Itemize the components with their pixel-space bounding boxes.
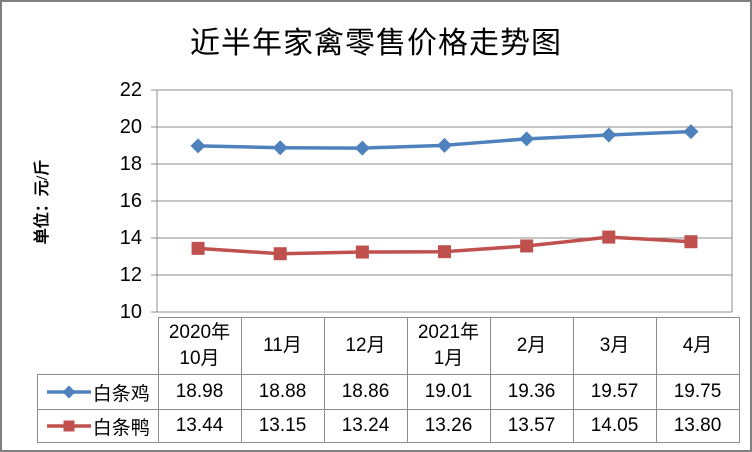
legend-key-square-icon [46, 420, 91, 432]
value-cell: 19.75 [655, 374, 740, 410]
data-table: 2020年 10月 11月 12月 2021年 1月 2月 3月 4月 白条鸡 18.98 18.… [37, 317, 740, 443]
legend-key-diamond-icon [46, 385, 91, 399]
y-axis-tick-label: 18 [119, 153, 142, 175]
value-cell: 13.80 [655, 409, 740, 443]
data-point-square [355, 245, 369, 259]
category-cell: 2021年 1月 [406, 317, 491, 375]
value-cell: 19.01 [406, 374, 491, 410]
y-axis-tick-label: 10 [119, 301, 142, 323]
legend-label: 白条鸭 [92, 417, 150, 439]
value-cell: 18.98 [157, 374, 242, 410]
data-point-square [438, 245, 451, 259]
legend-label: 白条鸡 [92, 383, 150, 405]
series-row: 白条鸭 13.44 13.15 13.24 13.26 13.57 14.05 13.80 [37, 409, 740, 443]
chart-title: 近半年家禽零售价格走势图 [190, 27, 562, 60]
category-cell: 2月 [489, 317, 574, 375]
series-row: 白条鸡 18.98 18.88 18.86 19.01 19.36 19.57 19.75 [37, 374, 740, 410]
data-point-square [602, 230, 616, 244]
data-point-diamond [354, 140, 370, 156]
value-cell: 13.57 [489, 409, 574, 443]
category-cell: 12月 [323, 317, 408, 375]
data-point-square [684, 235, 698, 249]
category-cell: 3月 [572, 317, 657, 375]
table-corner-cell [38, 318, 159, 375]
category-cell: 2020年 10月 [157, 317, 242, 375]
data-point-square [273, 247, 287, 261]
category-cell: 11月 [240, 317, 325, 375]
value-cell: 18.88 [240, 374, 325, 410]
plot-area [151, 89, 733, 313]
y-axis-tick-label: 20 [119, 116, 142, 138]
data-point-diamond [519, 131, 535, 147]
value-cell: 14.05 [572, 409, 657, 443]
value-cell: 13.26 [406, 409, 491, 443]
data-point-diamond [437, 137, 452, 153]
value-cell: 19.57 [572, 374, 657, 410]
value-cell: 13.15 [240, 409, 325, 443]
data-point-diamond [683, 124, 699, 140]
data-point-diamond [272, 140, 288, 156]
y-axis-tick-label: 22 [119, 79, 142, 101]
data-point-square [191, 241, 205, 255]
y-axis-title: 单位：元/斤 [34, 159, 51, 245]
legend-cell: 白条鸡 [37, 374, 159, 410]
y-axis-tick-label: 16 [119, 190, 142, 212]
value-cell: 18.86 [323, 374, 408, 410]
data-point-diamond [601, 127, 617, 143]
data-point-diamond [190, 138, 206, 154]
value-cell: 13.24 [323, 409, 408, 443]
legend-cell: 白条鸭 [37, 409, 159, 443]
y-axis-tick-label: 12 [119, 264, 142, 286]
legend-entry: 白条鸭 [40, 413, 156, 440]
y-axis-tick-label: 14 [119, 227, 142, 249]
legend-entry: 白条鸡 [40, 379, 156, 406]
value-cell: 13.44 [157, 409, 242, 443]
category-cell: 4月 [655, 317, 740, 375]
value-cell: 19.36 [489, 374, 574, 410]
category-header-row: 2020年 10月 11月 12月 2021年 1月 2月 3月 4月 [38, 317, 740, 375]
data-point-square [520, 239, 534, 253]
